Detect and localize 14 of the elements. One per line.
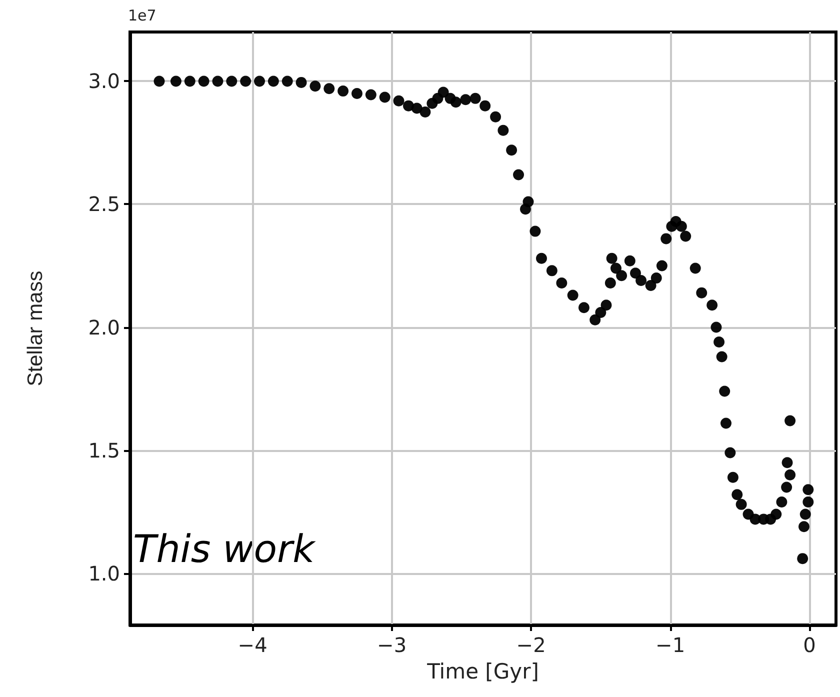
annotation: This work <box>133 527 317 571</box>
x-tick-label: −2 <box>516 633 546 657</box>
y-tick-label: 3.0 <box>88 69 120 94</box>
y-tick-label: 1.5 <box>88 438 120 462</box>
y-tick-label: 2.5 <box>88 192 120 216</box>
x-axis-title: Time [Gyr] <box>426 660 539 684</box>
y-tick-label: 1.0 <box>88 561 120 586</box>
y-tick-label: 2.0 <box>88 315 120 340</box>
x-tick-label: −3 <box>377 633 407 657</box>
x-tick-label: 0 <box>803 633 816 657</box>
y-axis-title: Stellar mass <box>24 270 47 386</box>
text: 1e7 <box>128 6 156 24</box>
x-tick-label: −4 <box>238 633 268 657</box>
x-tick-label: −1 <box>656 633 686 657</box>
